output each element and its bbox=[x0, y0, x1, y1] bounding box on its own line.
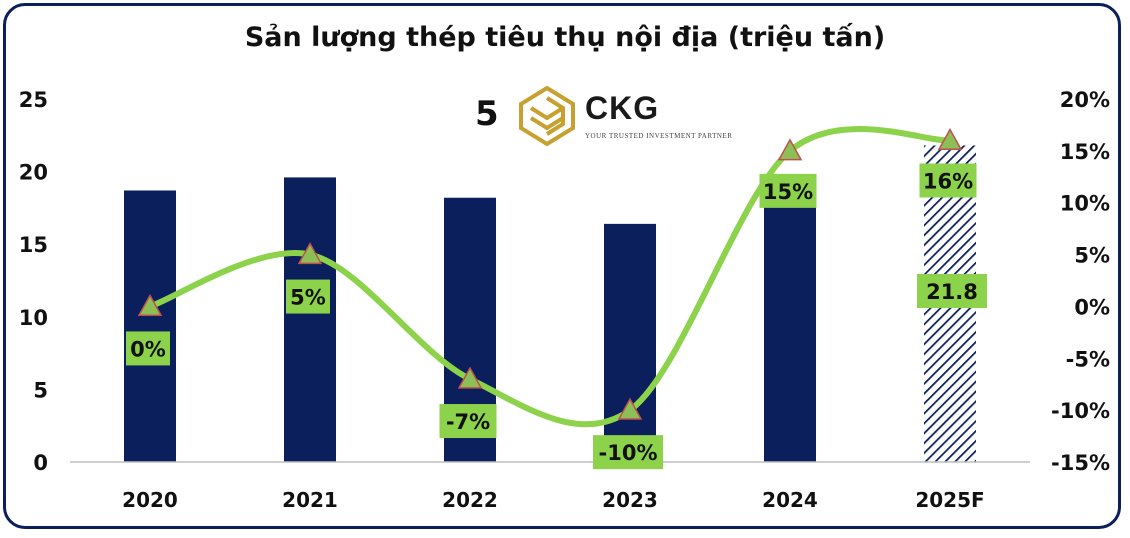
ckg-logo-mark-icon bbox=[519, 85, 575, 147]
y-right-tick-label: -15% bbox=[1051, 451, 1110, 475]
y-right-tick-label: -10% bbox=[1051, 399, 1110, 423]
line-data-label: 5% bbox=[290, 286, 326, 310]
x-tick-label: 2025F bbox=[915, 488, 984, 512]
y-right-tick-label: -5% bbox=[1066, 347, 1110, 371]
line-data-label-box bbox=[126, 331, 170, 366]
y-left-tick-label: 0 bbox=[33, 451, 48, 475]
y-left-tick-label: 15 bbox=[19, 233, 48, 257]
line-data-label-box bbox=[759, 173, 817, 208]
line-marker-2022 bbox=[457, 366, 483, 389]
y-left-tick-label: 20 bbox=[19, 161, 48, 185]
x-tick-label: 2020 bbox=[122, 488, 178, 512]
bar-2023 bbox=[604, 223, 656, 462]
line-marker-2024 bbox=[777, 138, 803, 161]
line-data-label-box bbox=[919, 163, 977, 198]
line-data-label: 0% bbox=[130, 337, 166, 361]
line-data-label: -10% bbox=[599, 441, 658, 465]
line-marker-2020 bbox=[137, 293, 163, 316]
x-tick-label: 2022 bbox=[442, 488, 498, 512]
bar-2021 bbox=[284, 177, 336, 462]
y-right-tick-label: 5% bbox=[1074, 244, 1110, 268]
bar-data-label-box bbox=[917, 274, 987, 308]
x-tick-label: 2024 bbox=[762, 488, 818, 512]
logo-number: 5 bbox=[475, 94, 499, 134]
line-data-label: 16% bbox=[923, 169, 973, 193]
y-right-tick-label: 10% bbox=[1060, 192, 1110, 216]
line-data-label-box bbox=[593, 435, 663, 470]
growth-line bbox=[147, 126, 953, 428]
y-left-tick-label: 5 bbox=[33, 378, 48, 402]
line-data-label-box bbox=[286, 279, 330, 314]
line-marker-2021 bbox=[297, 242, 323, 265]
line-data-label: 15% bbox=[763, 180, 813, 204]
chart-title: Sản lượng thép tiêu thụ nội địa (triệu t… bbox=[244, 22, 886, 53]
x-tick-label: 2021 bbox=[282, 488, 338, 512]
line-marker-2023 bbox=[617, 397, 643, 420]
bar-2024 bbox=[764, 186, 816, 462]
logo-tagline: YOUR TRUSTED INVESTMENT PARTNER bbox=[585, 132, 733, 140]
bar-data-label: 21.8 bbox=[926, 280, 978, 304]
y-right-tick-label: 20% bbox=[1060, 88, 1110, 112]
line-marker-2025F bbox=[937, 127, 963, 151]
y-right-tick-label: 0% bbox=[1074, 295, 1110, 319]
y-right-tick-label: 15% bbox=[1060, 140, 1110, 164]
line-data-label-box bbox=[439, 404, 497, 439]
bar-2020 bbox=[124, 190, 176, 462]
y-left-tick-label: 25 bbox=[19, 88, 48, 112]
logo-name: CKG bbox=[585, 90, 660, 126]
x-tick-label: 2023 bbox=[602, 488, 658, 512]
y-left-tick-label: 10 bbox=[19, 306, 48, 330]
ckg-logo: 5 CKG YOUR TRUSTED INVESTMENT PARTNER bbox=[475, 82, 775, 152]
line-data-label: -7% bbox=[446, 410, 490, 434]
